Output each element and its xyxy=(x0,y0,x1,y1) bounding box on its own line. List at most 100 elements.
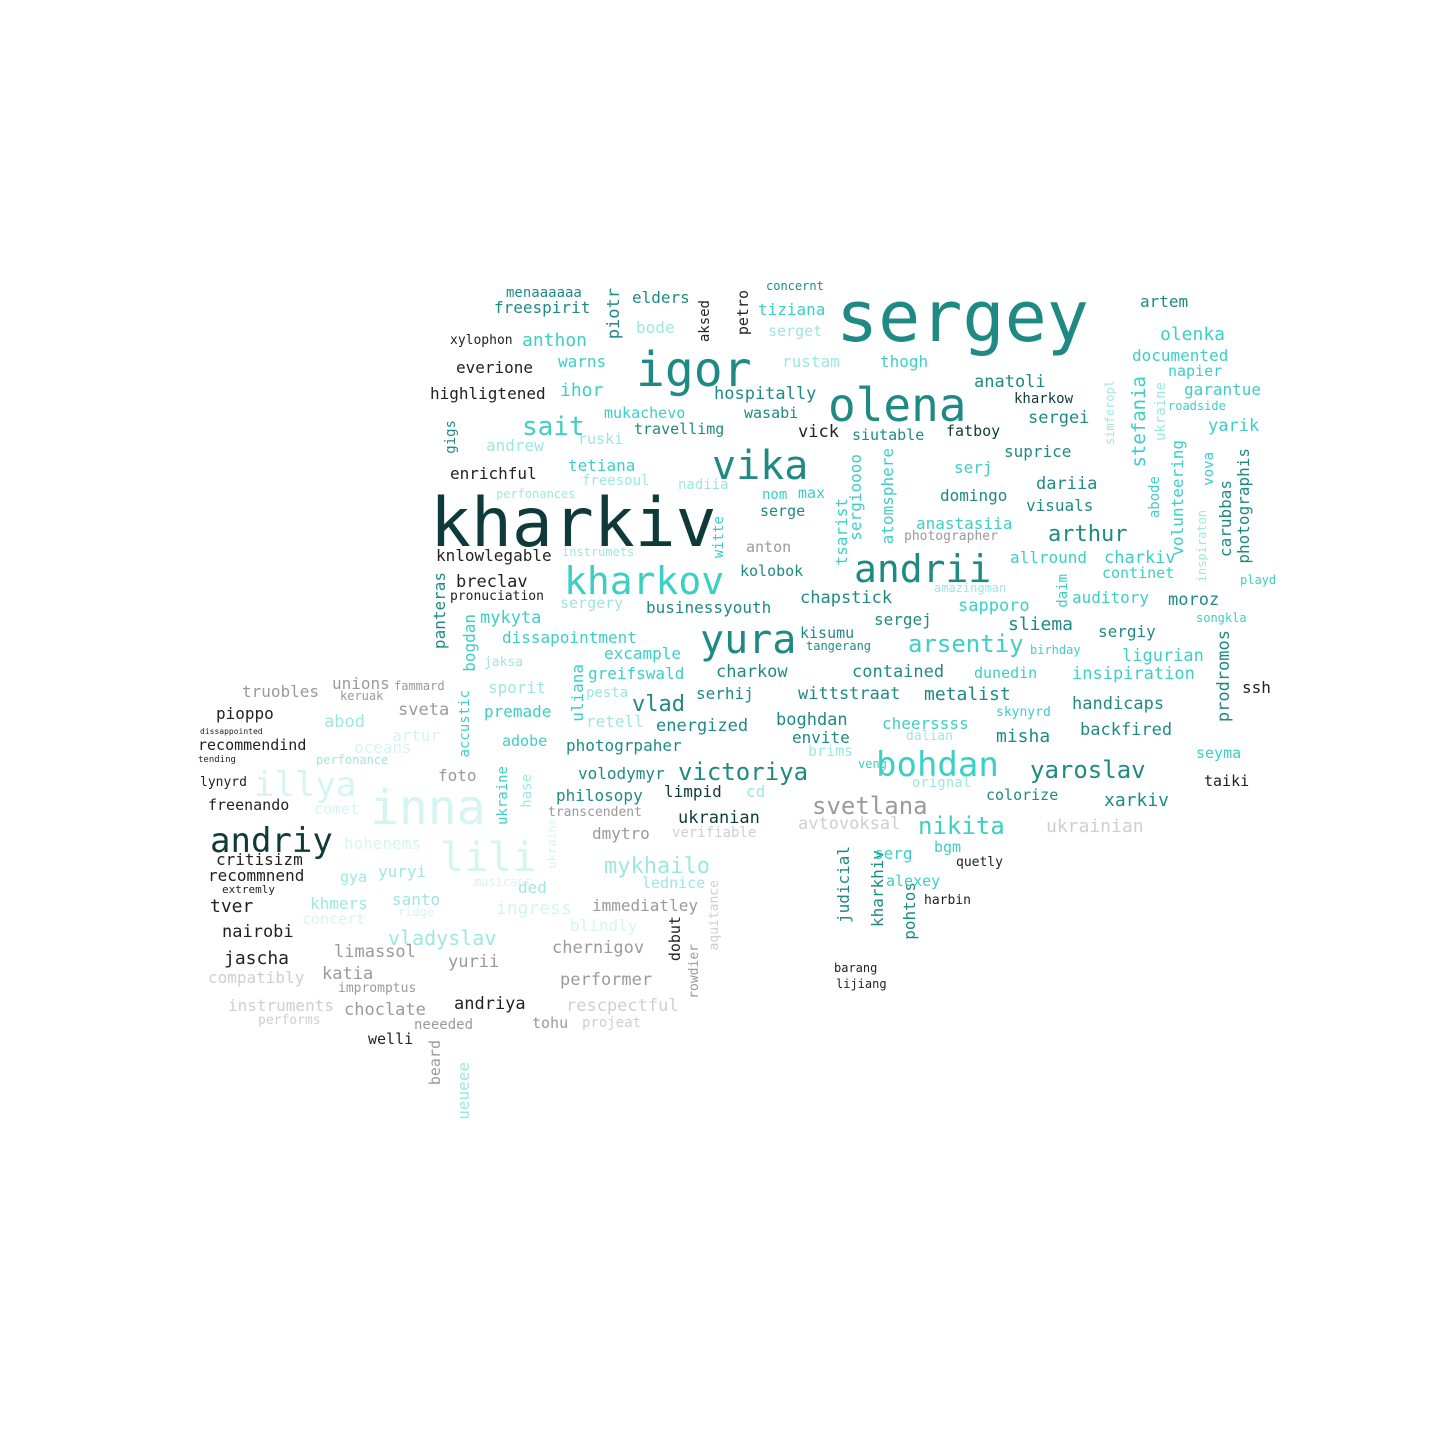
word-sporit: sporit xyxy=(488,678,546,697)
word-sergery: sergery xyxy=(560,594,624,612)
word-garantue: garantue xyxy=(1184,380,1262,399)
word-abod: abod xyxy=(324,712,365,732)
word-bogdan: bogdan xyxy=(460,614,479,672)
word-abode: abode xyxy=(1147,476,1163,519)
word-dissappointed: dissappointed xyxy=(200,727,263,736)
word-ukraine: ukraine xyxy=(1153,382,1169,442)
word-playd: playd xyxy=(1240,573,1277,587)
word-ukrainian: ukrainian xyxy=(1046,816,1144,837)
word-yuryi: yuryi xyxy=(378,862,427,881)
word-inspiraton: inspiraton xyxy=(1195,510,1209,583)
word-siutable: siutable xyxy=(852,426,925,444)
word-verifiable: verifiable xyxy=(672,825,757,841)
word-breclav: breclav xyxy=(456,572,528,592)
word-kisumu: kisumu xyxy=(800,624,855,642)
word-carubbas: carubbas xyxy=(1216,480,1235,558)
word-anastasiia: anastasiia xyxy=(916,514,1013,533)
word-keruak: keruak xyxy=(340,689,384,703)
word-hohenems: hohenems xyxy=(344,834,422,853)
word-nadiia: nadiia xyxy=(678,477,729,493)
word-olenka: olenka xyxy=(1160,324,1226,345)
word-vick: vick xyxy=(798,422,839,442)
word-rustam: rustam xyxy=(782,352,840,371)
word-judicial: judicial xyxy=(834,846,853,924)
word-instrumets: instrumets xyxy=(562,545,635,559)
word-nikita: nikita xyxy=(918,812,1005,840)
word-ukraine-2: ukraine xyxy=(495,766,511,826)
word-tsarist: tsarist xyxy=(832,498,851,566)
word-foto: foto xyxy=(438,766,477,785)
word-boghdan: boghdan xyxy=(776,710,848,730)
word-petro: petro xyxy=(734,290,752,336)
word-compatibly: compatibly xyxy=(208,968,305,987)
word-kharkiv: kharkiv xyxy=(430,484,717,563)
word-knlowlegable: knlowlegable xyxy=(436,546,552,565)
word-aquitance: aquitance xyxy=(707,880,722,951)
word-beard: beard xyxy=(426,1040,444,1086)
word-ridge: ridge xyxy=(398,905,435,919)
word-anatoli: anatoli xyxy=(974,372,1046,392)
word-tending: tending xyxy=(198,755,236,765)
word-concert: concert xyxy=(302,910,366,928)
word-bohdan: bohdan xyxy=(876,745,999,785)
word-avtovoksal: avtovoksal xyxy=(798,814,901,834)
word-yaroslav: yaroslav xyxy=(1030,756,1146,784)
word-skynyrd: skynyrd xyxy=(996,705,1051,720)
word-blindly: blindly xyxy=(570,916,638,935)
word-igor: igor xyxy=(636,342,752,398)
word-bode: bode xyxy=(636,318,675,337)
word-insipiration: insipiration xyxy=(1072,664,1195,684)
word-kharkov: kharkov xyxy=(564,559,725,603)
word-dariia: dariia xyxy=(1036,474,1098,494)
word-rescpectful: rescpectful xyxy=(566,996,679,1016)
word-inna: inna xyxy=(370,780,486,836)
word-amazingman: amazingman xyxy=(934,581,1007,595)
word-khmers: khmers xyxy=(310,894,368,913)
word-sveta: sveta xyxy=(398,700,450,720)
word-lednice: lednice xyxy=(642,874,706,892)
word-highligtened: highligtened xyxy=(430,384,546,403)
word-dunedin: dunedin xyxy=(974,664,1038,682)
word-everione: everione xyxy=(456,358,534,377)
word-ligurian: ligurian xyxy=(1122,646,1204,666)
word-concernt: concernt xyxy=(766,279,824,293)
word-nom: nom xyxy=(762,487,788,503)
word-serhij: serhij xyxy=(696,684,754,703)
word-musicant: musicant xyxy=(474,875,532,889)
word-contained: contained xyxy=(852,662,945,682)
word-philosopy: philosopy xyxy=(556,786,643,805)
word-chernigov: chernigov xyxy=(552,938,645,958)
word-vladyslav: vladyslav xyxy=(388,926,497,950)
word-sergej: sergej xyxy=(874,610,932,629)
word-tver: tver xyxy=(210,896,254,917)
word-excample: excample xyxy=(604,644,682,663)
word-witte: witte xyxy=(711,516,727,559)
word-transcendent: transcendent xyxy=(548,805,642,820)
word-kharkow: kharkow xyxy=(1014,391,1074,407)
word-quetly: quetly xyxy=(956,855,1003,870)
word-serge: serge xyxy=(760,502,806,520)
word-dalian: dalian xyxy=(906,729,953,744)
word-envite: envite xyxy=(792,728,850,747)
word-misha: misha xyxy=(996,726,1051,747)
word-andriya: andriya xyxy=(454,994,526,1014)
word-santo: santo xyxy=(392,890,441,909)
word-dissapointment: dissapointment xyxy=(502,628,637,647)
word-prodromos: prodromos xyxy=(1214,630,1234,723)
word-jaksa: jaksa xyxy=(484,655,524,670)
word-backfired: backfired xyxy=(1080,720,1173,740)
word-documented: documented xyxy=(1132,346,1229,365)
word-atomsphere: atomsphere xyxy=(878,448,897,545)
word-fatboy: fatboy xyxy=(946,422,1001,440)
word-elders: elders xyxy=(632,288,690,307)
word-harbin: harbin xyxy=(924,893,971,908)
word-limassol: limassol xyxy=(334,942,416,962)
word-dmytro: dmytro xyxy=(592,824,650,843)
word-metalist: metalist xyxy=(924,684,1011,705)
word-wittstraat: wittstraat xyxy=(798,684,901,704)
word-vova: vova xyxy=(1201,452,1217,486)
word-volodymyr: volodymyr xyxy=(578,764,665,783)
word-instruments: instruments xyxy=(228,996,334,1015)
word-sergey: sergey xyxy=(836,276,1089,358)
word-greifswald: greifswald xyxy=(588,664,685,683)
